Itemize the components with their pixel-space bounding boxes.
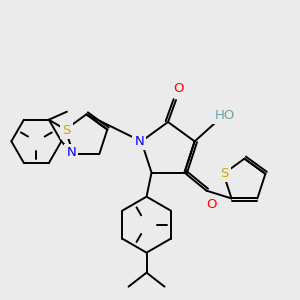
Text: HO: HO: [214, 109, 235, 122]
Text: O: O: [206, 198, 217, 211]
Text: S: S: [220, 167, 229, 180]
Text: N: N: [67, 146, 76, 159]
Text: O: O: [173, 82, 183, 94]
Text: S: S: [62, 124, 70, 137]
Text: N: N: [134, 135, 144, 148]
